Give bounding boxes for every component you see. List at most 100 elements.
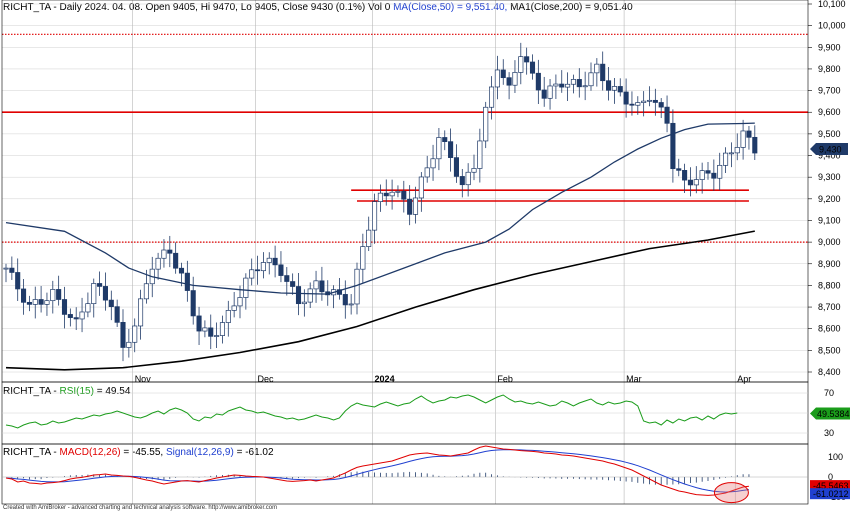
macd-value-label: -45.5463	[813, 481, 849, 491]
signal-label: Signal(12,26,9)	[165, 447, 234, 458]
price-tick-label: 8,600	[818, 324, 841, 334]
candle-body	[641, 100, 647, 103]
macd-tick-label: 100	[828, 452, 843, 462]
candle-body	[442, 137, 448, 142]
price-tick-label: 9,100	[818, 215, 841, 225]
ma200-label: MA1(Close,200) = 9,051.40	[510, 2, 633, 13]
candle-body	[377, 192, 383, 202]
candle-body	[717, 164, 723, 179]
rsi-ticker: RICHT_TA	[3, 386, 51, 397]
price-pane-header: RICHT_TA - Daily 2024. 04. 08. Open 9405…	[3, 2, 633, 13]
candle-body	[114, 306, 120, 323]
candle-body	[120, 322, 126, 348]
candle-body	[9, 267, 15, 273]
candle-body	[401, 190, 407, 200]
candle-body	[518, 56, 524, 73]
candle-body	[278, 264, 284, 276]
footer-credit: Created with AmiBroker - advanced charti…	[3, 505, 278, 511]
candle-body	[670, 122, 676, 170]
candle-body	[354, 268, 360, 305]
price-tick-label: 9,500	[818, 129, 841, 139]
candle-body	[728, 152, 734, 155]
price-tick-label: 8,500	[818, 345, 841, 355]
candle-body	[471, 168, 477, 173]
candle-body	[155, 257, 161, 270]
price-tick-label: 8,800	[818, 280, 841, 290]
candle-body	[255, 269, 261, 272]
time-label: Feb	[497, 374, 513, 384]
candle-body	[231, 305, 237, 311]
last-price-label: 9,430	[819, 145, 842, 155]
time-label: Apr	[737, 374, 751, 384]
candle-body	[407, 198, 413, 215]
candle-body	[740, 130, 746, 148]
candle-body	[56, 289, 62, 300]
price-tick-label: 9,300	[818, 172, 841, 182]
candle-body	[746, 130, 752, 138]
macd-tick-label: 0	[828, 472, 833, 482]
candle-body	[73, 317, 79, 320]
candle-body	[301, 301, 307, 305]
candle-body	[79, 311, 85, 320]
candle-body	[506, 77, 512, 86]
candle-body	[699, 170, 705, 180]
time-label: Mar	[626, 374, 642, 384]
candle-body	[559, 83, 565, 88]
candle-body	[722, 152, 729, 166]
candle-body	[3, 267, 9, 270]
candle-body	[652, 99, 658, 103]
rsi-value-badge	[810, 407, 850, 420]
candle-body	[91, 283, 97, 305]
ma50-label: MA(Close,50) = 9,551.40,	[393, 2, 508, 13]
signal-line	[5, 449, 749, 493]
candle-body	[313, 280, 319, 290]
ma200-line	[5, 230, 755, 371]
price-tick-label: 8,900	[818, 259, 841, 269]
candle-body	[225, 310, 231, 323]
candle-body	[26, 301, 32, 305]
rsi-value: = 49.54	[96, 386, 131, 397]
candle-body	[629, 103, 635, 106]
candle-body	[541, 89, 547, 99]
macd-value-badge	[810, 480, 850, 492]
candle-body	[687, 179, 694, 186]
candle-body	[494, 69, 500, 88]
candle-body	[646, 99, 653, 102]
candle-body	[249, 269, 255, 279]
price-tick-label: 9,600	[818, 107, 841, 117]
candle-body	[143, 283, 149, 300]
candle-body	[132, 325, 138, 343]
candle-body	[284, 275, 290, 282]
ticker-label: RICHT_TA	[3, 2, 51, 13]
candle-body	[436, 137, 442, 160]
price-tick-label: 9,200	[818, 194, 841, 204]
price-tick-label: 10,000	[818, 21, 846, 31]
candle-body	[67, 314, 73, 318]
candle-body	[611, 86, 617, 91]
candle-body	[711, 172, 717, 179]
price-tick-label: 8,400	[818, 367, 841, 377]
candle-body	[483, 106, 489, 142]
time-label: Nov	[135, 374, 152, 384]
candle-body	[588, 72, 594, 87]
candle-body	[623, 91, 629, 105]
price-tick-label: 9,000	[818, 237, 841, 247]
time-label: 2024	[375, 374, 395, 384]
candle-body	[529, 61, 536, 74]
candle-body	[208, 327, 214, 337]
candle-body	[237, 297, 243, 307]
candle-body	[360, 246, 366, 270]
candle-body	[138, 298, 144, 327]
candle-body	[161, 249, 167, 259]
candle-body	[126, 341, 132, 348]
price-tick-label: 8,700	[818, 302, 841, 312]
candle-body	[693, 179, 699, 186]
candle-body	[395, 190, 401, 193]
candle-body	[108, 299, 114, 308]
candle-body	[342, 294, 348, 306]
candle-body	[565, 83, 571, 88]
candle-body	[348, 303, 354, 306]
candle-body	[214, 335, 220, 337]
candle-body	[319, 280, 325, 293]
